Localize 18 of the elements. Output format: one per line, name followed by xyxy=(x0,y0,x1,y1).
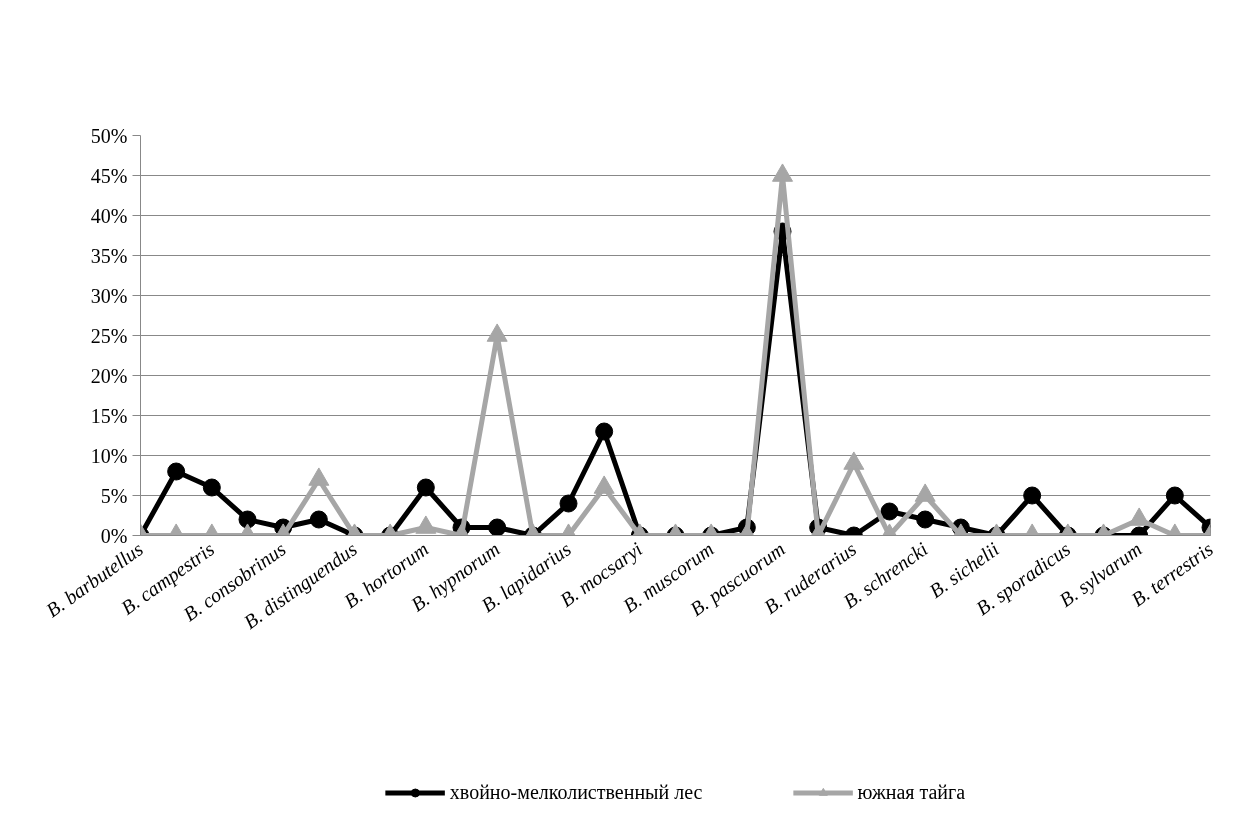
y-tick-label: 45% xyxy=(90,164,128,187)
point xyxy=(308,467,330,486)
legend-label: южная тайга xyxy=(857,780,966,804)
y-tick-label: 25% xyxy=(90,324,128,347)
y-tick-label: 20% xyxy=(90,364,128,387)
point xyxy=(486,323,508,342)
legend-label: хвойно-мелколиственный лес xyxy=(449,780,703,804)
y-tick-label: 15% xyxy=(90,404,128,427)
y-tick-label: 5% xyxy=(100,484,128,507)
y-tick-label: 30% xyxy=(90,284,128,307)
y-tick-label: 40% xyxy=(90,204,128,227)
point xyxy=(593,475,615,494)
y-tick-label: 50% xyxy=(90,124,128,147)
point xyxy=(843,451,865,470)
point xyxy=(914,483,936,502)
y-tick-label: 35% xyxy=(90,244,128,267)
y-tick-label: 10% xyxy=(90,444,128,467)
y-tick-label: 0% xyxy=(100,524,128,547)
